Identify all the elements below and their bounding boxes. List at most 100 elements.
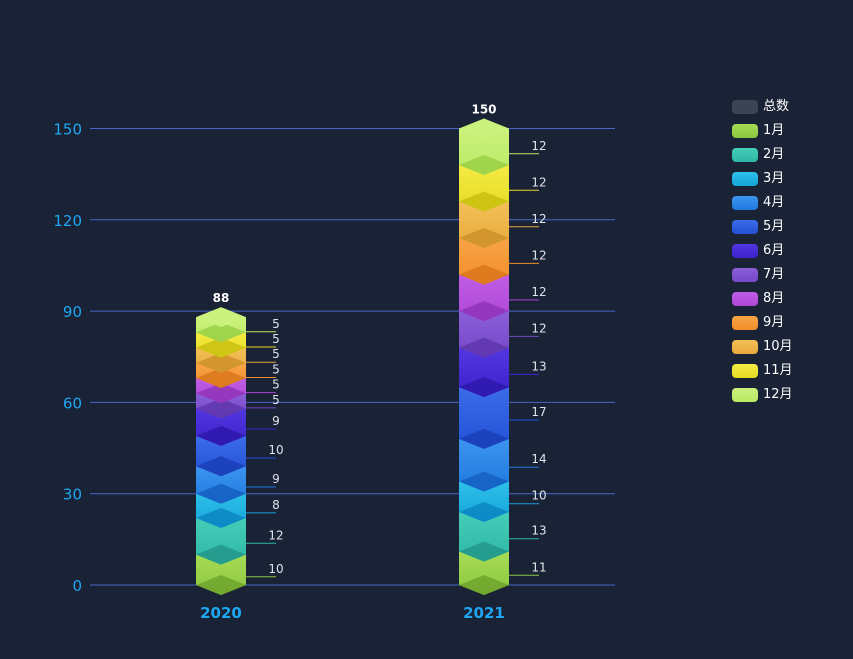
legend-label: 6月: [763, 243, 785, 258]
bar-segment-2020-6月[interactable]: [196, 408, 246, 446]
bar-segment-2021-1月[interactable]: [459, 551, 509, 595]
bar-segment-2020-8月[interactable]: [196, 378, 246, 404]
legend-item[interactable]: 总数: [732, 95, 793, 119]
value-label: 8: [272, 498, 280, 512]
bar-segment-2020-10月[interactable]: [196, 347, 246, 373]
legend-swatch: [732, 340, 758, 354]
value-label: 5: [272, 317, 280, 331]
bar-segment-2020-4月[interactable]: [196, 466, 246, 504]
legend-label: 总数: [763, 99, 790, 114]
x-tick-label: 2021: [463, 604, 505, 622]
value-label: 10: [268, 443, 283, 457]
value-label: 10: [531, 489, 546, 503]
legend-item[interactable]: 3月: [732, 167, 793, 191]
legend-label: 7月: [763, 267, 785, 282]
value-label: 9: [272, 414, 280, 428]
bar-segment-2020-3月[interactable]: [196, 493, 246, 529]
value-label: 5: [272, 362, 280, 376]
bar-segment-2021-2月[interactable]: [459, 511, 509, 562]
y-tick-label: 90: [63, 303, 82, 321]
value-label: 14: [531, 452, 546, 466]
legend-swatch: [732, 124, 758, 138]
legend-item[interactable]: 9月: [732, 311, 793, 335]
legend-label: 12月: [763, 387, 793, 402]
bar-segment-2020-7月[interactable]: [196, 393, 246, 419]
legend-label: 1月: [763, 123, 785, 138]
legend-label: 2月: [763, 147, 785, 162]
bar-segment-2021-12月[interactable]: [459, 118, 509, 176]
y-tick-label: 0: [72, 577, 82, 595]
bar-segment-2020-2月[interactable]: [196, 518, 246, 565]
value-label: 12: [531, 321, 546, 335]
legend-item[interactable]: 5月: [732, 215, 793, 239]
grid-layer: 0 30 60 90 120 150: [53, 121, 615, 595]
y-tick-label: 60: [63, 394, 82, 412]
value-label: 13: [531, 359, 546, 373]
value-label: 13: [531, 524, 546, 538]
bar-segment-2021-8月[interactable]: [459, 274, 509, 322]
value-label: 5: [272, 393, 280, 407]
y-tick-label: 150: [53, 121, 82, 139]
bar-segment-2021-3月[interactable]: [459, 481, 509, 522]
value-label: 12: [268, 528, 283, 542]
legend-item[interactable]: 11月: [732, 359, 793, 383]
value-label: 12: [531, 175, 546, 189]
legend-swatch: [732, 268, 758, 282]
label-layer: 2020 202110128910955555588111310141713121…: [200, 103, 547, 623]
bar-segment-2021-7月[interactable]: [459, 311, 509, 358]
value-label: 5: [272, 332, 280, 346]
bar-segment-2021-11月[interactable]: [459, 165, 509, 212]
legend-label: 11月: [763, 363, 793, 378]
legend-swatch: [732, 196, 758, 210]
total-label: 88: [213, 291, 230, 305]
bar-segment-2021-4月[interactable]: [459, 438, 509, 492]
legend-swatch: [732, 388, 758, 402]
bar-layer: [196, 118, 509, 595]
legend-swatch: [732, 172, 758, 186]
x-tick-label: 2020: [200, 604, 242, 622]
value-label: 9: [272, 472, 280, 486]
bar-segment-2020-11月[interactable]: [196, 332, 246, 358]
bar-segment-2020-12月[interactable]: [196, 307, 246, 343]
legend-swatch: [732, 292, 758, 306]
legend-item[interactable]: 4月: [732, 191, 793, 215]
value-label: 5: [272, 347, 280, 361]
bar-segment-2021-6月[interactable]: [459, 347, 509, 398]
legend: 总数 1月 2月 3月 4月 5月 6月 7月 8月 9月 10月 11月 12月: [732, 95, 793, 407]
legend-swatch: [732, 220, 758, 234]
legend-item[interactable]: 7月: [732, 263, 793, 287]
value-label: 12: [531, 139, 546, 153]
legend-swatch: [732, 148, 758, 162]
bar-segment-2020-5月[interactable]: [196, 435, 246, 477]
value-label: 12: [531, 212, 546, 226]
value-label: 10: [268, 562, 283, 576]
y-tick-label: 30: [63, 486, 82, 504]
legend-item[interactable]: 6月: [732, 239, 793, 263]
value-label: 11: [531, 560, 546, 574]
bar-segment-2020-9月[interactable]: [196, 362, 246, 389]
legend-label: 3月: [763, 171, 785, 186]
legend-swatch: [732, 364, 758, 378]
legend-label: 5月: [763, 219, 785, 234]
legend-swatch: [732, 316, 758, 330]
legend-swatch: [732, 100, 758, 114]
bar-segment-2021-9月[interactable]: [459, 238, 509, 285]
total-label: 150: [471, 103, 496, 117]
bar-segment-2021-5月[interactable]: [459, 387, 509, 449]
legend-label: 9月: [763, 315, 785, 330]
value-label: 12: [531, 285, 546, 299]
legend-item[interactable]: 1月: [732, 119, 793, 143]
legend-item[interactable]: 2月: [732, 143, 793, 167]
legend-item[interactable]: 12月: [732, 383, 793, 407]
legend-swatch: [732, 244, 758, 258]
bar-segment-2020-1月[interactable]: [196, 554, 246, 595]
legend-label: 8月: [763, 291, 785, 306]
value-label: 12: [531, 248, 546, 262]
value-label: 5: [272, 378, 280, 392]
legend-label: 10月: [763, 339, 793, 354]
legend-item[interactable]: 8月: [732, 287, 793, 311]
legend-item[interactable]: 10月: [732, 335, 793, 359]
bar-segment-2021-10月[interactable]: [459, 201, 509, 249]
